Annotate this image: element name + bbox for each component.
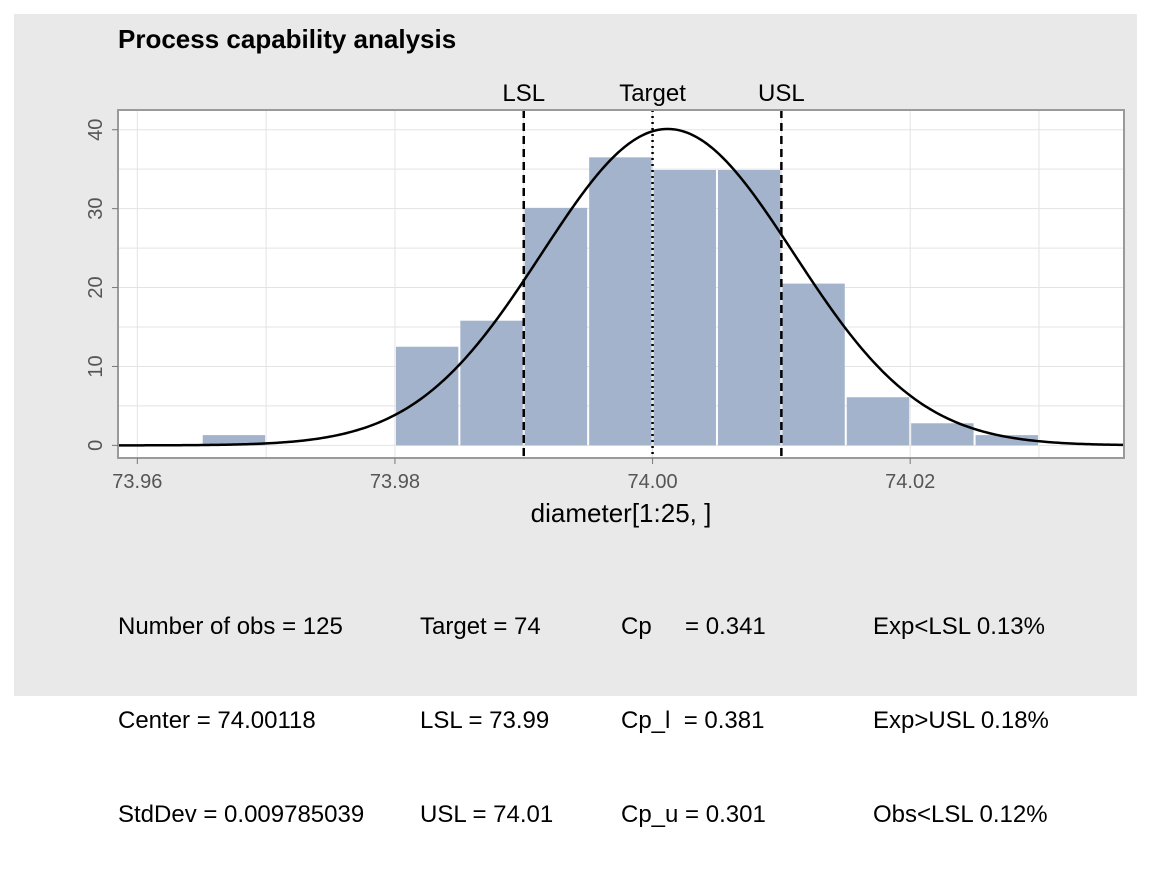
y-tick-label: 0 xyxy=(85,440,107,451)
stat-cp: Cp = 0.341 xyxy=(621,613,766,640)
histogram-bar xyxy=(717,169,781,446)
stats-column-sample: Number of obs = 125 Center = 74.00118 St… xyxy=(118,557,364,895)
x-tick-label: 73.98 xyxy=(370,471,420,493)
stat-usl: USL = 74.01 xyxy=(420,801,554,828)
chart-title: Process capability analysis xyxy=(118,24,456,54)
capability-chart: Process capability analysis LSL Target USL… xyxy=(85,24,1125,528)
stat-cp-u: Cp_u = 0.301 xyxy=(621,801,766,828)
spec-label-usl: USL xyxy=(758,80,805,107)
y-tick-label: 40 xyxy=(85,119,107,141)
stat-lsl: LSL = 73.99 xyxy=(420,707,550,734)
histogram-bar xyxy=(846,397,910,446)
x-tick-label: 74.02 xyxy=(885,471,935,493)
stat-stddev: StdDev = 0.009785039 xyxy=(118,801,365,828)
histogram-bar xyxy=(460,320,523,446)
x-tick-label: 74.00 xyxy=(628,471,678,493)
histogram-bar xyxy=(589,157,652,446)
y-axis-ticks: 0 10 20 30 40 xyxy=(85,119,118,451)
stats-column-cp: Cp = 0.341 Cp_l = 0.381 Cp_u = 0.301 xyxy=(621,557,766,895)
x-tick-label: 73.96 xyxy=(112,471,162,493)
histogram-bar xyxy=(911,423,974,446)
stat-cp-l: Cp_l = 0.381 xyxy=(621,707,765,734)
y-tick-label: 10 xyxy=(85,355,107,377)
stats-column-exp: Exp<LSL 0.13% Exp>USL 0.18% Obs<LSL 0.12… xyxy=(873,557,1049,895)
stats-column-spec: Target = 74 LSL = 73.99 USL = 74.01 xyxy=(420,557,553,895)
y-tick-label: 20 xyxy=(85,276,107,298)
histogram-bars xyxy=(202,157,1038,446)
stat-exp-usl: Exp>USL 0.18% xyxy=(873,707,1049,734)
histogram-bar xyxy=(653,169,716,446)
histogram-bar xyxy=(975,435,1038,446)
stat-exp-lsl: Exp<LSL 0.13% xyxy=(873,613,1045,640)
normal-curve xyxy=(118,127,1125,447)
stat-number-of-obs: Number of obs = 125 xyxy=(118,613,343,640)
x-axis-ticks: 73.96 73.98 74.00 74.02 xyxy=(112,458,935,493)
histogram-bar xyxy=(395,346,459,446)
chart-panel: Process capability analysis LSL Target USL… xyxy=(14,14,1137,828)
plot-border xyxy=(117,109,1125,459)
stat-obs-lsl: Obs<LSL 0.12% xyxy=(873,801,1048,828)
histogram-bar xyxy=(202,435,266,446)
histogram-bar xyxy=(524,207,588,446)
stat-center: Center = 74.00118 xyxy=(118,707,316,734)
y-tick-label: 30 xyxy=(85,198,107,220)
spec-label-target: Target xyxy=(619,80,686,107)
histogram-bar xyxy=(782,283,845,446)
x-axis-label: diameter[1:25, ] xyxy=(531,498,712,528)
spec-lines: LSL Target USL xyxy=(502,80,805,458)
stat-target: Target = 74 xyxy=(420,613,541,640)
spec-label-lsl: LSL xyxy=(502,80,545,107)
